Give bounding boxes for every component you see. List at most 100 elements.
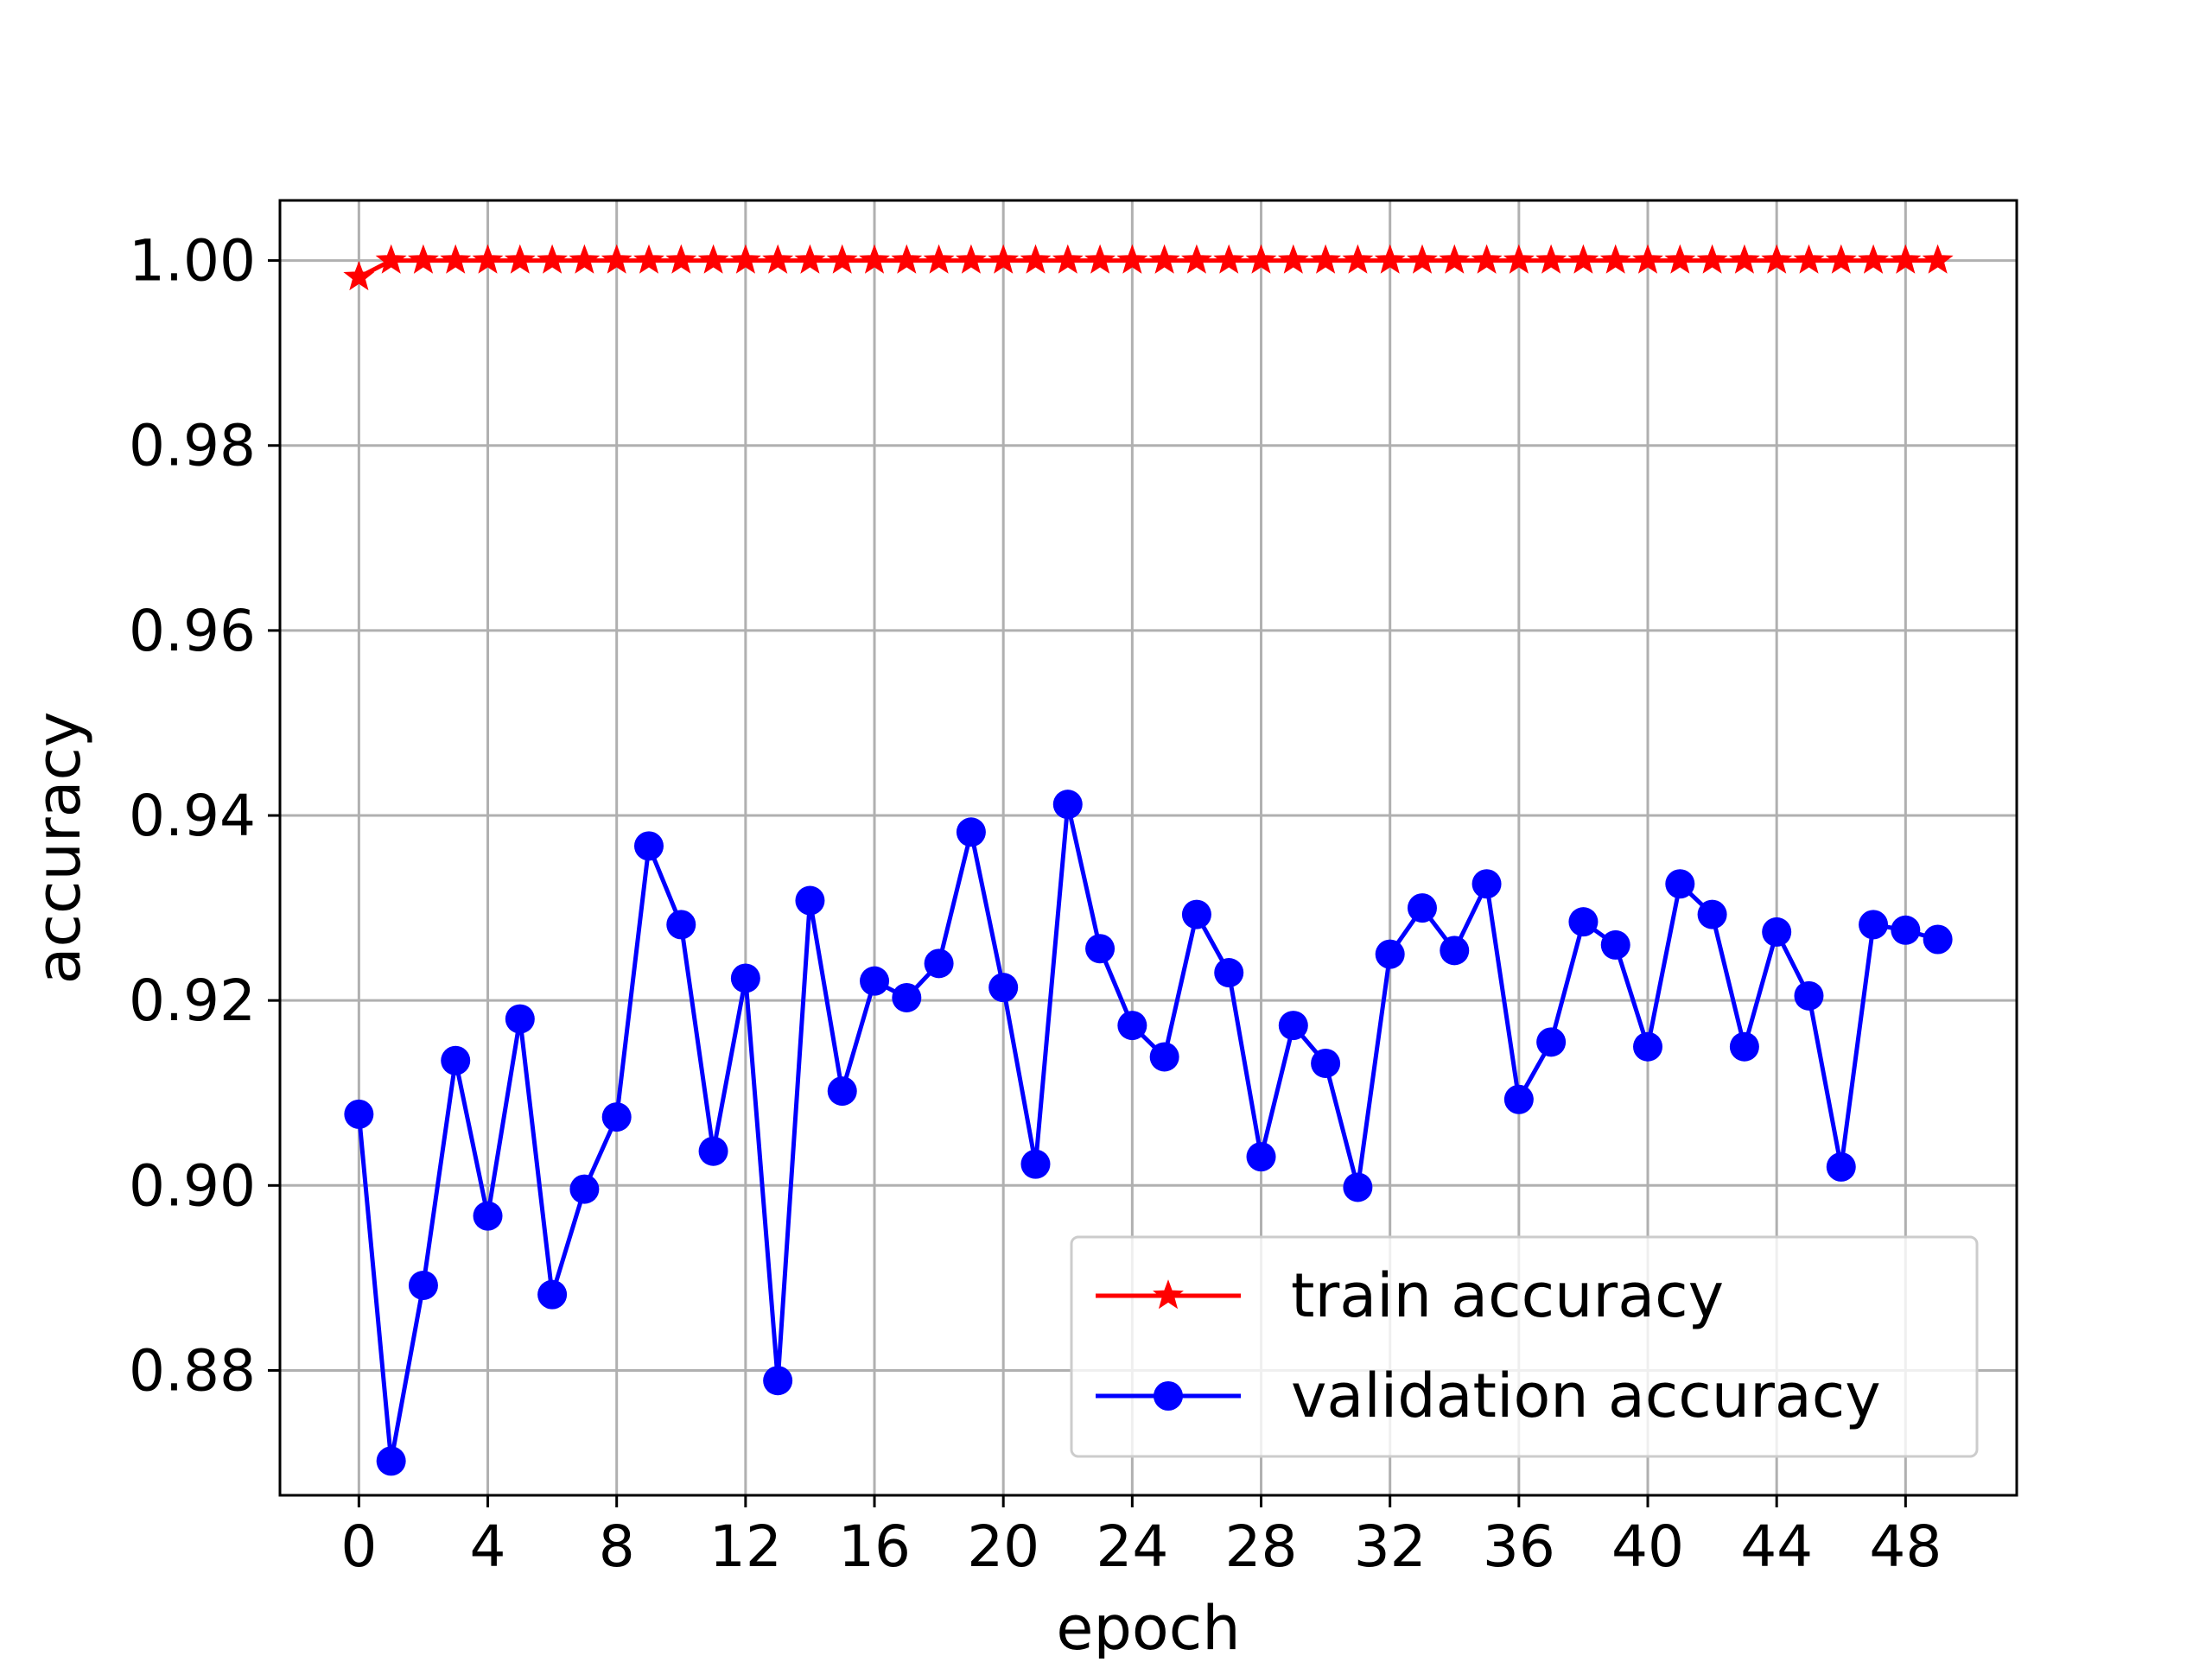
data-point	[472, 244, 504, 274]
x-tick-label: 28	[1225, 1513, 1298, 1580]
data-point	[375, 244, 407, 274]
data-point	[1793, 244, 1825, 274]
data-point	[762, 244, 794, 274]
data-point	[1311, 1048, 1341, 1078]
data-point	[1407, 244, 1438, 274]
data-point	[1665, 869, 1695, 899]
series-train-accuracy	[343, 244, 1954, 291]
data-point	[1535, 244, 1567, 274]
series-line	[356, 802, 1939, 1463]
legend-label: train accuracy	[1291, 1260, 1724, 1331]
y-tick-label: 0.92	[129, 967, 256, 1034]
x-tick-label: 4	[470, 1513, 506, 1580]
data-point	[1375, 939, 1405, 969]
data-point	[1214, 958, 1244, 988]
data-point	[955, 244, 987, 274]
data-point	[633, 244, 664, 274]
data-point	[1600, 929, 1630, 960]
data-point	[1922, 244, 1954, 274]
data-point	[988, 973, 1019, 1003]
data-point	[1696, 244, 1728, 274]
data-point	[1567, 244, 1599, 274]
data-point	[1923, 924, 1953, 955]
data-point	[1859, 910, 1889, 940]
data-point	[924, 948, 954, 979]
data-point	[441, 1045, 471, 1075]
data-point	[826, 244, 858, 274]
data-point	[1084, 244, 1116, 274]
data-point	[1342, 244, 1374, 274]
legend-entry: train accuracy	[1096, 1260, 1724, 1331]
data-point	[1245, 244, 1277, 274]
x-axis-ticks: 0 4 8 12 16 20 24 28 32 36 40 44 48	[340, 1495, 1942, 1580]
data-point	[1729, 1031, 1759, 1062]
legend-box	[1070, 1235, 1979, 1458]
data-point	[1148, 244, 1180, 274]
data-point	[1890, 244, 1922, 274]
data-point	[1181, 899, 1211, 929]
x-tick-label: 40	[1611, 1513, 1684, 1580]
series-validation-accuracy	[344, 790, 1953, 1476]
y-axis-label: accuracy	[23, 712, 94, 985]
data-point	[1052, 244, 1084, 274]
x-tick-label: 32	[1354, 1513, 1427, 1580]
data-point	[1503, 244, 1535, 274]
data-point	[1439, 244, 1471, 274]
legend-label: validation accuracy	[1291, 1361, 1881, 1431]
x-tick-label: 24	[1096, 1513, 1168, 1580]
data-point	[473, 1201, 503, 1231]
data-point	[1794, 980, 1824, 1011]
data-point	[505, 1004, 535, 1034]
data-point	[860, 966, 890, 996]
legend: train accuracy validation accuracy	[1070, 1235, 1979, 1458]
data-point	[1471, 869, 1502, 899]
x-tick-label: 12	[709, 1513, 782, 1580]
x-tick-label: 8	[599, 1513, 635, 1580]
data-point	[1213, 244, 1245, 274]
x-tick-label: 16	[838, 1513, 911, 1580]
data-point	[601, 1102, 632, 1132]
data-point	[697, 244, 729, 274]
data-point	[1762, 917, 1792, 947]
data-point	[1697, 899, 1727, 929]
data-point	[1278, 1011, 1308, 1041]
legend-marker	[1154, 1381, 1183, 1411]
data-point	[1085, 934, 1116, 964]
data-point	[344, 1099, 374, 1129]
data-point	[1664, 244, 1696, 274]
x-tick-label: 36	[1483, 1513, 1555, 1580]
data-point	[698, 1136, 728, 1166]
plot-area-frame	[278, 199, 2018, 1497]
data-point	[1536, 1027, 1567, 1057]
data-point	[1374, 244, 1406, 274]
x-tick-label: 20	[967, 1513, 1039, 1580]
data-point	[1826, 1151, 1856, 1182]
data-point	[891, 244, 923, 274]
data-point	[569, 1174, 600, 1204]
data-point	[988, 244, 1020, 274]
y-axis-ticks: 0.88 0.90 0.92 0.94 0.96 0.98 1.00	[129, 228, 280, 1404]
x-tick-label: 0	[340, 1513, 377, 1580]
x-tick-label: 48	[1869, 1513, 1942, 1580]
data-point	[892, 982, 922, 1012]
data-point	[343, 261, 375, 291]
data-point	[537, 244, 569, 274]
data-point	[827, 1076, 857, 1107]
data-point	[1020, 244, 1052, 274]
data-point	[1117, 1011, 1147, 1041]
data-point	[440, 244, 472, 274]
data-point	[1116, 244, 1148, 274]
data-point	[1632, 244, 1663, 274]
data-point	[1728, 244, 1760, 274]
data-point	[956, 817, 986, 847]
y-tick-label: 0.94	[129, 783, 256, 849]
data-point	[537, 1279, 568, 1310]
data-point	[666, 910, 696, 940]
data-point	[569, 244, 601, 274]
data-point	[504, 244, 536, 274]
y-tick-label: 0.88	[129, 1337, 256, 1404]
data-point	[1407, 893, 1437, 923]
y-tick-label: 0.96	[129, 598, 256, 664]
data-point	[859, 244, 890, 274]
